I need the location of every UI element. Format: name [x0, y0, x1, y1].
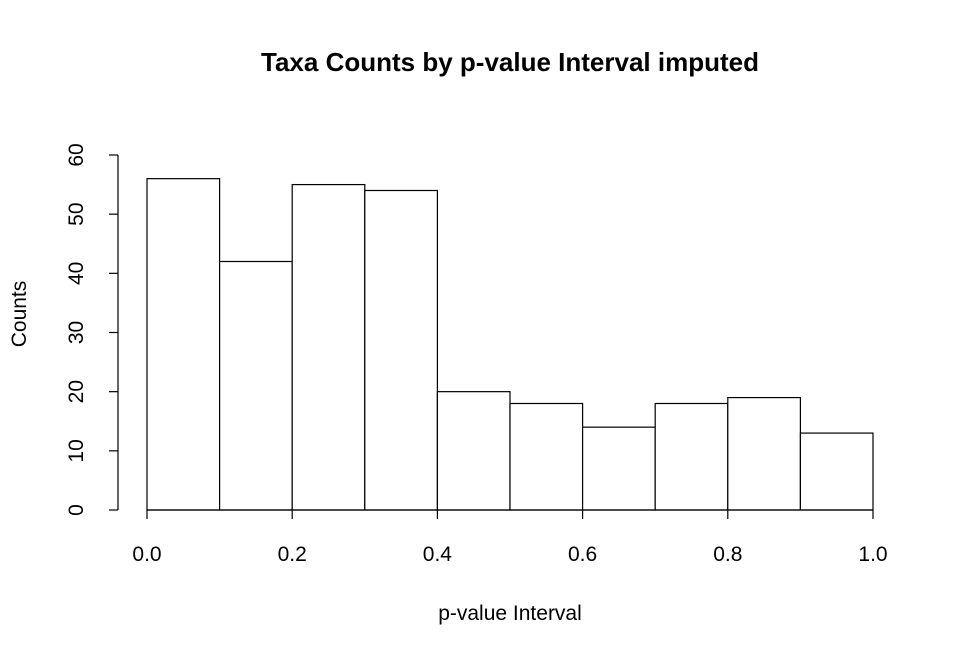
x-tick-label-4: 0.8 — [713, 543, 742, 566]
y-axis-label: Counts — [8, 281, 31, 348]
chart-title: Taxa Counts by p-value Interval imputed — [261, 47, 759, 77]
histogram-bar-3 — [364, 189, 438, 511]
histogram-bar-9 — [799, 432, 874, 511]
y-tick-label-1: 10 — [65, 439, 88, 462]
histogram-bar-2 — [291, 183, 366, 511]
histogram-bar-6 — [581, 426, 656, 511]
x-axis: 0.0 0.2 0.4 0.6 0.8 1.0 — [132, 509, 888, 566]
bars-group — [146, 178, 874, 511]
x-tick-label-5: 1.0 — [858, 543, 887, 566]
x-tick-label-1: 0.2 — [278, 543, 307, 566]
y-axis: 0 10 20 30 40 50 60 — [65, 143, 119, 516]
histogram-bar-5 — [509, 402, 584, 511]
histogram-bar-7 — [654, 402, 729, 511]
x-tick-label-3: 0.6 — [568, 543, 597, 566]
histogram-bar-1 — [219, 260, 293, 511]
y-tick-label-2: 20 — [65, 380, 88, 403]
y-tick-label-5: 50 — [65, 202, 88, 225]
histogram-bar-4 — [436, 391, 511, 511]
histogram-bar-8 — [727, 396, 801, 511]
histogram-bar-0 — [146, 178, 221, 511]
x-tick-label-2: 0.4 — [423, 543, 453, 566]
y-tick-label-0: 0 — [65, 504, 88, 516]
y-tick-label-6: 60 — [65, 143, 88, 166]
x-axis-label: p-value Interval — [438, 602, 582, 625]
x-tick-label-0: 0.0 — [132, 543, 161, 566]
y-tick-label-4: 40 — [65, 262, 88, 285]
y-tick-label-3: 30 — [65, 321, 88, 344]
